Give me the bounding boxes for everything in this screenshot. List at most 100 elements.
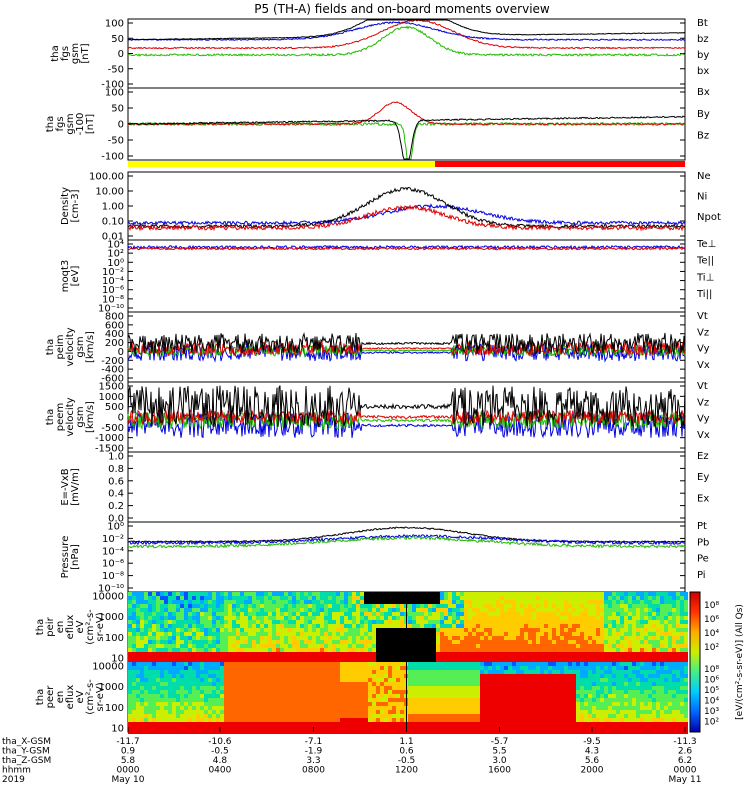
y-axis-label-line: velocity [65, 327, 76, 366]
x-tick-label: 3.0 [492, 756, 507, 766]
y-axis-label-line: [km/s] [85, 401, 96, 433]
y-axis-label-line: tha [45, 339, 56, 355]
y-tick-label: 50 [111, 104, 124, 115]
y-tick-label: 10⁰ [107, 258, 124, 269]
legend-bx: Bx [697, 87, 710, 98]
x-tick-label: 4.8 [213, 756, 228, 766]
y-tick-label: 10² [107, 249, 124, 260]
y-axis-label-line: tha [45, 409, 56, 425]
y-tick-label: 10000 [92, 662, 124, 673]
x-tick-label: -1.9 [305, 747, 323, 757]
y-axis-label: tha peer en eflux eV (cm²-s-sr-eV) [35, 679, 106, 715]
x-tick-label: -7.1 [305, 737, 323, 747]
y-axis-label: E=-VxB [mV/m] [60, 468, 81, 506]
x-tick-label: 0000 [117, 766, 140, 776]
colorbar-tick-label: 10⁴ [704, 697, 719, 707]
x-tick-label: -11.3 [673, 737, 696, 747]
vy-trace-2 [127, 410, 686, 431]
legend-vy: Vy [697, 414, 710, 425]
legend-pe: Pe [697, 554, 709, 565]
legend-ex: Ex [697, 493, 709, 504]
by-trace-2 [127, 121, 686, 160]
y-tick-label: 1000 [99, 682, 124, 693]
x-row-label: tha_X-GSM [2, 737, 51, 747]
y-axis-label-line: [cm-3] [70, 189, 81, 222]
y-axis-label: tha peem velocity gsm [km/s] [45, 397, 96, 436]
x-tick-label: -5.7 [491, 737, 509, 747]
y-axis-label-line: peim [55, 334, 66, 359]
x-tick-label: 4.3 [585, 747, 599, 757]
bx-trace-2 [127, 115, 686, 160]
y-tick-label: 500 [105, 402, 124, 413]
y-axis-label-line: (cm²-s- [85, 679, 96, 715]
y-axis-label-line: eV [75, 690, 86, 703]
y-tick-label: 50 [111, 34, 124, 45]
pt-trace [127, 526, 686, 544]
y-axis-label-line: en [55, 621, 66, 634]
status-bar-red [435, 161, 685, 167]
y-tick-label: 10⁻⁶ [102, 285, 124, 296]
legend-bt: Bt [697, 18, 708, 29]
y-tick-label: 10⁻⁴ [102, 276, 124, 287]
colorbar-tick-label: 10⁶ [704, 615, 719, 625]
y-axis-label-line: tha [35, 689, 46, 705]
x-tick-label: -9.5 [583, 737, 601, 747]
legend-vx: Vx [697, 430, 710, 441]
x-row-label: hhmm [2, 766, 31, 776]
legend-npot: Npot [697, 212, 721, 223]
legend-pi: Pi [697, 570, 706, 581]
x-tick-label: 2000 [581, 766, 604, 776]
y-tick-label: 100.00 [89, 172, 124, 183]
y-tick-label: 10 [111, 654, 124, 665]
y-tick-label: 400 [105, 329, 124, 340]
y-axis-label-line: E=-VxB [60, 468, 71, 505]
y-axis-label-line: [mV/m] [70, 468, 81, 506]
y-axis-label: tha peim velocity gsm [km/s] [45, 327, 96, 366]
legend-vx: Vx [697, 360, 710, 371]
ne-trace [127, 204, 686, 232]
y-tick-label: 100 [105, 633, 124, 644]
pe-trace [127, 536, 686, 549]
y-axis-label-line: peem [55, 403, 66, 431]
panel-7: 1.00.80.6 0.40.2 0.0 E=-VxB [mV/m] Ez Ey Ex [60, 451, 709, 525]
y-tick-label: 10⁻⁸ [102, 571, 124, 582]
y-axis-label-line: en [55, 691, 66, 704]
panel-frame [127, 521, 686, 593]
y-tick-label: 1000 [99, 612, 124, 623]
y-axis-label-line: gsm [75, 406, 86, 427]
electron-spectrogram [128, 662, 688, 734]
te-trace [127, 246, 686, 251]
colorbar-tick-label: 10² [704, 718, 719, 728]
y-axis-label: tha fgs gsm -100 [nT] [45, 113, 96, 136]
legend-ne: Ne [697, 171, 711, 182]
y-tick-label: 10000 [92, 592, 124, 603]
y-tick-label: 10⁻⁸ [102, 294, 124, 305]
legend-vz: Vz [697, 397, 709, 408]
y-tick-label: 0.6 [108, 476, 124, 487]
y-axis-label-line: eflux [65, 685, 76, 710]
y-tick-label: 10⁴ [107, 240, 124, 251]
colorbar-tick-label: 10⁶ [704, 676, 719, 686]
panel-frame [127, 239, 686, 313]
y-tick-label: 100 [105, 88, 124, 99]
bz-trace-2 [127, 101, 686, 126]
y-tick-label: -100 [101, 80, 124, 91]
y-axis-label: tha fgs gsm [nT] [50, 43, 91, 64]
x-tick-label: 0.9 [121, 747, 136, 757]
y-tick-label: 10⁻⁶ [102, 559, 124, 570]
legend-te: Te⊥ [696, 239, 716, 250]
x-tick-label: 5.6 [585, 756, 600, 766]
x-tick-label: 1600 [488, 766, 511, 776]
x-tick-label: 3.3 [306, 756, 320, 766]
y-axis-label-line: [eV] [70, 266, 81, 287]
y-axis-label-line: velocity [65, 397, 76, 436]
vt-trace [127, 332, 686, 355]
y-tick-label: 0.01 [102, 232, 124, 243]
y-tick-label: 10⁻² [102, 534, 124, 545]
y-tick-label: 10⁰ [107, 522, 124, 533]
ni-trace [127, 186, 686, 230]
y-axis-label-line: sr-eV) [95, 612, 106, 641]
